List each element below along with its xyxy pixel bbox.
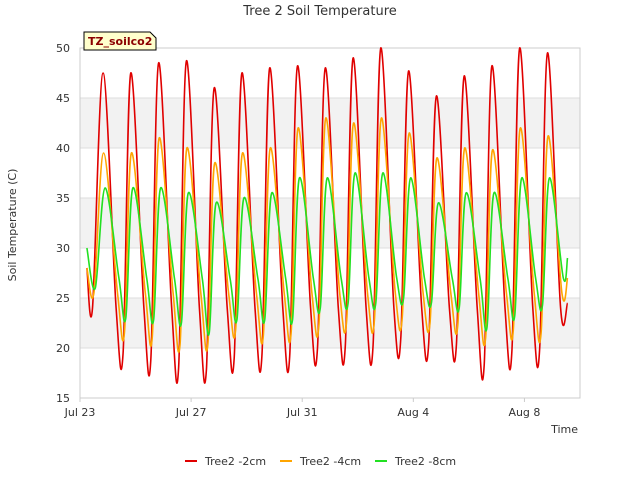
y-tick-label: 45 bbox=[56, 92, 70, 105]
x-tick-label: Jul 23 bbox=[64, 406, 96, 419]
badge-box bbox=[83, 31, 157, 51]
y-axis: 15 20 25 30 35 40 45 50 bbox=[56, 42, 70, 405]
x-axis: Jul 23 Jul 27 Jul 31 Aug 4 Aug 8 bbox=[64, 398, 540, 419]
y-tick-label: 50 bbox=[56, 42, 70, 55]
legend: Tree2 -2cm Tree2 -4cm Tree2 -8cm bbox=[185, 455, 456, 468]
band bbox=[80, 298, 580, 348]
band bbox=[80, 198, 580, 248]
x-tick-label: Jul 27 bbox=[175, 406, 207, 419]
x-tick-label: Aug 4 bbox=[397, 406, 429, 419]
y-tick-label: 35 bbox=[56, 192, 70, 205]
y-tick-label: 20 bbox=[56, 342, 70, 355]
site-badge: TZ_soilco2 bbox=[83, 31, 157, 51]
x-tick-label: Aug 8 bbox=[508, 406, 540, 419]
x-tick-label: Jul 31 bbox=[286, 406, 318, 419]
y-tick-label: 40 bbox=[56, 142, 70, 155]
y-axis-label: Soil Temperature (C) bbox=[6, 169, 19, 282]
y-tick-label: 25 bbox=[56, 292, 70, 305]
series-lines bbox=[86, 47, 569, 384]
series-line-tree2-2cm bbox=[86, 47, 569, 384]
legend-label: Tree2 -2cm bbox=[204, 455, 266, 468]
series-line-tree2-8cm bbox=[86, 172, 569, 336]
y-tick-label: 30 bbox=[56, 242, 70, 255]
x-axis-label: Time bbox=[550, 423, 578, 436]
series-line-tree2-4cm bbox=[86, 117, 569, 353]
legend-label: Tree2 -4cm bbox=[299, 455, 361, 468]
chart-title: Tree 2 Soil Temperature bbox=[242, 4, 397, 19]
legend-label: Tree2 -8cm bbox=[394, 455, 456, 468]
plot-frame bbox=[79, 47, 581, 399]
y-tick-label: 15 bbox=[56, 392, 70, 405]
badge-label: TZ_soilco2 bbox=[88, 35, 152, 48]
